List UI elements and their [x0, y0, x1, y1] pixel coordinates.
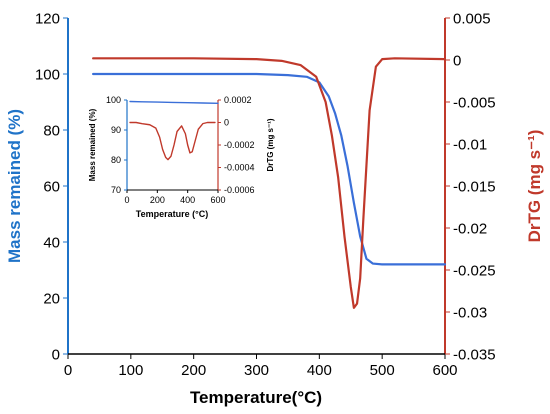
main-series: [92, 57, 447, 309]
inset-left-axis-label: Mass remained (%): [88, 108, 97, 181]
main-right-tick-label: -0.035: [453, 346, 496, 363]
inset-left-tick-label: 80: [111, 155, 121, 165]
inset-mass-line: [129, 100, 219, 104]
main-left-axis-label: Mass remained (%): [5, 109, 24, 263]
main-x-tick-label: 500: [370, 362, 395, 379]
main-ticks: 0 100 200 300 400 500 600 0 20 40 60 80 100 120 0.005 0…: [35, 10, 496, 379]
main-x-axis-label: Temperature(°C): [190, 388, 322, 407]
inset-series: [129, 100, 219, 161]
inset-left-tick-label: 100: [106, 95, 121, 105]
inset-left-tick-label: 70: [111, 185, 121, 195]
main-drtg-line: [92, 57, 447, 309]
main-x-tick-label: 300: [244, 362, 269, 379]
main-x-tick-label: 200: [181, 362, 206, 379]
inset-drtg-line: [129, 121, 216, 161]
main-left-tick-label: 0: [52, 346, 60, 363]
inset-background: [127, 100, 218, 190]
main-right-tick-label: 0: [453, 52, 461, 69]
main-left-tick-label: 40: [43, 234, 60, 251]
main-left-tick-label: 120: [35, 10, 60, 27]
main-left-tick-label: 60: [43, 178, 60, 195]
inset-right-tick-label: 0: [224, 118, 229, 128]
inset-ticks: 0 200 400 600 70 80 90 100 0.0002 0 -0.0002 -0.0004…: [106, 95, 255, 205]
inset-right-tick-label: -0.0002: [224, 140, 255, 150]
main-right-tick-label: -0.005: [453, 94, 496, 111]
main-right-tick-label: -0.02: [453, 220, 487, 237]
inset-right-tick-label: -0.0004: [224, 163, 255, 173]
inset-x-axis-label: Temperature (°C): [136, 209, 208, 219]
main-x-tick-label: 600: [432, 362, 457, 379]
main-right-tick-label: -0.015: [453, 178, 496, 195]
main-right-tick-label: -0.03: [453, 304, 487, 321]
main-x-tick-label: 400: [307, 362, 332, 379]
inset-left-tick-label: 90: [111, 125, 121, 135]
inset-x-tick-label: 200: [150, 195, 165, 205]
main-mass-line: [92, 72, 447, 266]
main-right-tick-label: -0.01: [453, 136, 487, 153]
main-x-tick-label: 0: [64, 362, 72, 379]
inset-right-tick-label: -0.0006: [224, 185, 255, 195]
main-right-axis-label: DrTG (mg s⁻¹): [525, 130, 544, 243]
main-x-tick-label: 100: [118, 362, 143, 379]
main-right-tick-label: -0.025: [453, 262, 496, 279]
inset-right-tick-label: 0.0002: [224, 95, 252, 105]
inset-x-tick-label: 600: [210, 195, 225, 205]
main-left-tick-label: 80: [43, 122, 60, 139]
main-left-tick-label: 20: [43, 290, 60, 307]
main-right-tick-label: 0.005: [453, 10, 491, 27]
inset-x-tick-label: 0: [124, 195, 129, 205]
inset-right-axis-label: DrTG (mg s⁻¹): [266, 118, 275, 171]
inset-x-tick-label: 400: [180, 195, 195, 205]
main-left-tick-label: 100: [35, 66, 60, 83]
